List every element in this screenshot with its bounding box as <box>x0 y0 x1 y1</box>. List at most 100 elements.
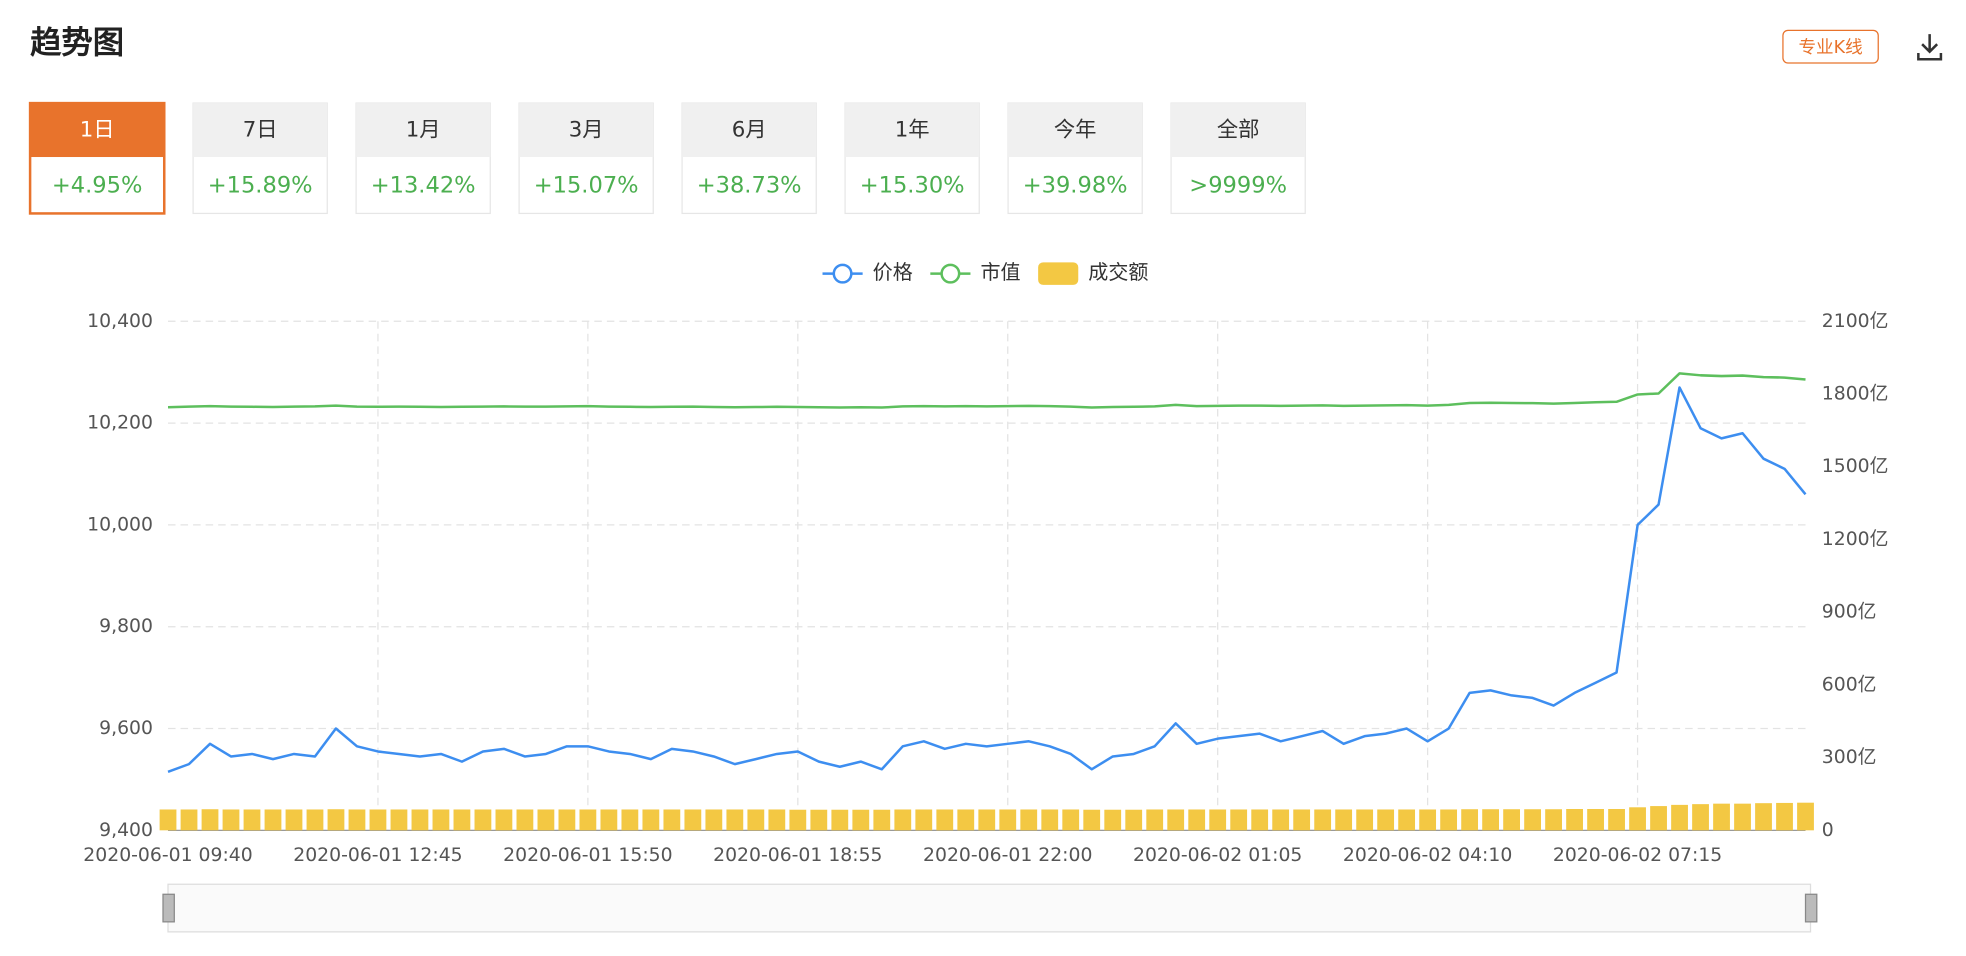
volume-bar <box>768 809 786 831</box>
k-line-button[interactable] <box>1782 29 1879 64</box>
volume-bar <box>1545 809 1562 831</box>
volume-bar <box>600 809 618 831</box>
volume-bar <box>1671 804 1688 831</box>
volume-bar <box>810 809 828 831</box>
volume-bar <box>579 809 597 831</box>
volume-bar <box>474 809 492 831</box>
volume-bar <box>1209 809 1227 831</box>
volume-bar <box>537 809 555 831</box>
tab-header[interactable] <box>682 103 817 158</box>
tab-change[interactable]: +38.73% <box>697 172 802 198</box>
volume-bar <box>222 809 240 831</box>
tab-header[interactable] <box>845 103 980 158</box>
tab-label[interactable]: 3月 <box>569 118 604 143</box>
legend-label[interactable]: 成交额 <box>1088 260 1148 284</box>
legend-label[interactable]: 市值 <box>980 260 1020 284</box>
zoom-slider[interactable] <box>167 883 1812 933</box>
volume-bar <box>159 809 177 831</box>
volume-bar <box>957 809 975 831</box>
volume-bar <box>1398 809 1416 831</box>
volume-bar <box>516 809 534 831</box>
tab-label[interactable]: 1月 <box>406 118 441 143</box>
volume-bar <box>621 809 639 831</box>
volume-bar <box>1587 808 1604 831</box>
y2-tick-label: 0 <box>1822 820 1834 841</box>
volume-bar <box>1713 803 1730 831</box>
volume-bar <box>432 809 450 831</box>
y2-tick-label: 1200亿 <box>1822 528 1889 550</box>
volume-bar <box>1146 809 1164 831</box>
volume-bar <box>705 809 723 831</box>
volume-bar <box>369 809 387 831</box>
volume-bar <box>1419 809 1437 831</box>
volume-bar <box>1167 809 1185 831</box>
volume-bar <box>1356 809 1374 831</box>
volume-bar <box>642 809 660 831</box>
y2-tick-label: 1800亿 <box>1822 382 1889 404</box>
tab-change[interactable]: +15.30% <box>860 172 965 198</box>
series-line <box>167 386 1807 773</box>
legend-label[interactable]: 价格 <box>873 260 913 284</box>
tab-change[interactable]: +4.95% <box>52 172 143 198</box>
volume-bar <box>1629 807 1646 831</box>
volume-bar <box>1650 806 1667 831</box>
tab-change[interactable]: +39.98% <box>1023 172 1128 198</box>
tab-header[interactable] <box>356 103 491 158</box>
volume-bar <box>1104 809 1122 831</box>
y-tick-label: 10,200 <box>87 413 153 434</box>
zoom-handle[interactable] <box>162 893 175 923</box>
volume-bar <box>1272 809 1290 831</box>
tab-label[interactable]: 1年 <box>895 118 930 143</box>
tab-header[interactable] <box>1171 103 1306 158</box>
volume-bar <box>852 809 870 831</box>
tab-label[interactable]: 7日 <box>243 118 278 143</box>
tab-change[interactable]: +13.42% <box>371 172 476 198</box>
x-tick-label: 2020-06-02 01:05 <box>1133 845 1302 866</box>
y-tick-label: 10,400 <box>87 311 153 332</box>
volume-bar <box>306 809 324 831</box>
tab-header[interactable] <box>193 103 328 158</box>
tab-header[interactable] <box>30 103 165 158</box>
volume-bar <box>348 809 366 831</box>
volume-bar <box>390 809 408 831</box>
volume-bar <box>1692 804 1709 831</box>
y2-tick-label: 1500亿 <box>1822 455 1889 477</box>
volume-bar <box>1041 809 1059 831</box>
tab-header[interactable] <box>1008 103 1143 158</box>
tab-change[interactable]: +15.89% <box>208 172 313 198</box>
volume-bar <box>1314 809 1332 831</box>
volume-bar <box>1755 803 1772 831</box>
tab-label[interactable]: 全部 <box>1217 118 1260 143</box>
y-tick-label: 9,400 <box>99 820 153 841</box>
legend-swatch <box>1038 262 1079 285</box>
volume-bar <box>1524 809 1541 831</box>
volume-bar <box>1461 809 1479 831</box>
volume-bar <box>327 809 345 831</box>
volume-bar <box>1377 809 1395 831</box>
tab-change[interactable]: >9999% <box>1189 172 1287 198</box>
x-tick-label: 2020-06-02 04:10 <box>1343 845 1512 866</box>
volume-bar <box>1797 802 1814 831</box>
legend-marker <box>832 263 853 284</box>
tab-change[interactable]: +15.07% <box>534 172 639 198</box>
download-icon[interactable] <box>1917 34 1943 61</box>
k-line-label[interactable]: 专业K线 <box>1799 38 1863 58</box>
volume-bar <box>894 809 912 831</box>
volume-bar <box>978 809 996 831</box>
x-tick-label: 2020-06-01 12:45 <box>293 845 462 866</box>
y2-tick-label: 300亿 <box>1822 746 1877 768</box>
zoom-handle[interactable] <box>1804 893 1818 923</box>
tab-header[interactable] <box>519 103 654 158</box>
volume-bar <box>1440 809 1458 831</box>
volume-bar <box>1083 809 1101 831</box>
y-tick-label: 10,000 <box>87 514 153 535</box>
volume-bar <box>915 809 933 831</box>
volume-bar <box>936 809 954 831</box>
tab-label[interactable]: 今年 <box>1054 118 1097 143</box>
tab-label[interactable]: 6月 <box>732 118 767 143</box>
volume-bar <box>1776 802 1793 831</box>
volume-bar <box>411 809 429 831</box>
volume-bar <box>558 809 576 831</box>
volume-bar <box>873 809 891 831</box>
tab-label[interactable]: 1日 <box>80 118 115 143</box>
